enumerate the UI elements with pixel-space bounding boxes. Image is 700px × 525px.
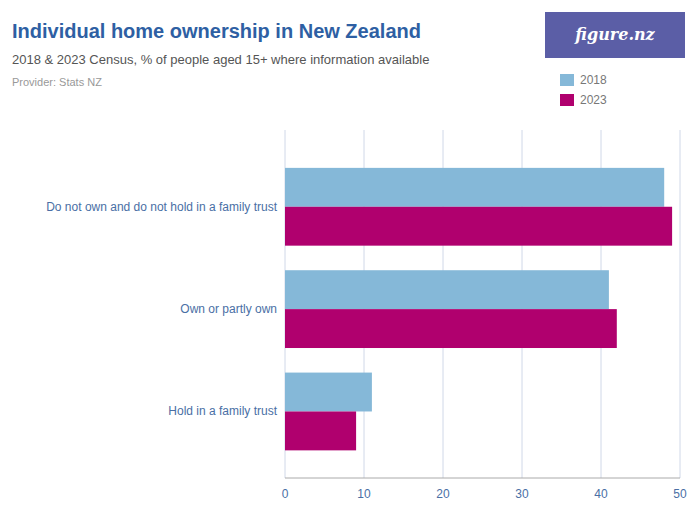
bar (285, 168, 664, 207)
x-tick-label: 50 (673, 487, 687, 501)
subtitle: 2018 & 2023 Census, % of people aged 15+… (12, 52, 429, 67)
background (0, 0, 700, 525)
legend-swatch (560, 74, 574, 86)
bar (285, 309, 617, 348)
x-tick-label: 40 (594, 487, 608, 501)
logo: figure.nz (574, 25, 655, 44)
bar (285, 411, 356, 450)
x-tick-label: 20 (436, 487, 450, 501)
y-tick-label: Hold in a family trust (168, 404, 277, 418)
x-tick-label: 0 (282, 487, 289, 501)
legend-label: 2023 (580, 93, 607, 107)
title: Individual home ownership in New Zealand (12, 20, 421, 42)
legend-label: 2018 (580, 73, 607, 87)
bar (285, 270, 609, 309)
chart: Individual home ownership in New Zealand… (0, 0, 700, 525)
grid-line (680, 130, 681, 478)
grid (285, 130, 680, 478)
bars (285, 168, 672, 450)
logo-box (545, 12, 685, 58)
y-tick-label: Do not own and do not hold in a family t… (46, 200, 277, 214)
x-tick-label: 30 (515, 487, 529, 501)
x-axis-line (285, 478, 680, 479)
x-tick-label: 10 (357, 487, 371, 501)
legend-swatch (560, 94, 574, 106)
y-tick-label: Own or partly own (180, 302, 277, 316)
bar (285, 373, 372, 412)
provider: Provider: Stats NZ (12, 76, 102, 88)
bar (285, 207, 672, 246)
